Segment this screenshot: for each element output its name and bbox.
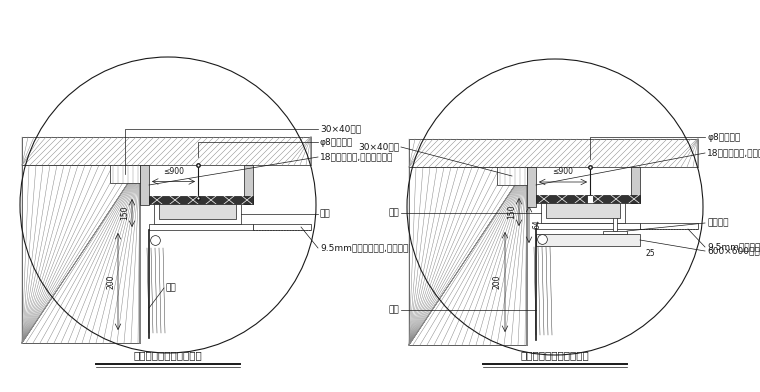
Text: 滑道: 滑道 — [388, 209, 399, 218]
Bar — [640, 223, 698, 229]
Bar — [244, 165, 253, 204]
Bar — [497, 167, 527, 185]
Bar — [22, 165, 140, 343]
Text: 600×600矿棉吸音板: 600×600矿棉吸音板 — [707, 247, 760, 256]
Text: 30×40木方: 30×40木方 — [358, 143, 399, 151]
Text: 200: 200 — [493, 275, 502, 289]
Bar — [631, 167, 640, 203]
Text: 64: 64 — [533, 220, 542, 229]
Bar — [149, 224, 253, 230]
Bar — [536, 195, 640, 203]
Bar — [140, 165, 149, 205]
Text: 150: 150 — [120, 206, 129, 220]
Text: 窗帘: 窗帘 — [166, 283, 177, 292]
Bar — [149, 196, 253, 204]
Bar — [110, 165, 140, 183]
Text: 18厚细木工板,防腐防火处理: 18厚细木工板,防腐防火处理 — [707, 149, 760, 158]
Bar — [404, 44, 720, 360]
Bar — [587, 195, 593, 207]
Bar — [536, 234, 640, 246]
Bar — [17, 42, 333, 358]
Text: 窗帘: 窗帘 — [388, 305, 399, 314]
Bar — [613, 203, 617, 231]
Text: 滑道: 滑道 — [320, 209, 331, 218]
Text: 石膏板吊顶窗帘盒剖面图: 石膏板吊顶窗帘盒剖面图 — [134, 350, 202, 360]
Text: φ8镀锌吊杆: φ8镀锌吊杆 — [320, 138, 353, 147]
Bar — [536, 223, 640, 229]
Text: ≤900: ≤900 — [163, 167, 184, 176]
Bar — [253, 224, 311, 230]
Bar — [603, 231, 627, 234]
Bar — [159, 204, 236, 219]
Bar — [409, 139, 698, 167]
Bar — [409, 167, 527, 345]
Text: 9.5mm厚石膏板吊顶,白色乳胶漆: 9.5mm厚石膏板吊顶,白色乳胶漆 — [320, 243, 413, 252]
Text: ≤900: ≤900 — [553, 167, 574, 176]
Bar — [22, 137, 311, 165]
Text: 200: 200 — [106, 274, 115, 289]
Bar — [527, 167, 536, 207]
Text: 9.5mm厚石膏板吊顶,白色乳胶漆: 9.5mm厚石膏板吊顶,白色乳胶漆 — [707, 243, 760, 252]
Text: 18厚细木工板,防腐防火处理: 18厚细木工板,防腐防火处理 — [320, 152, 394, 162]
Text: 25: 25 — [645, 249, 654, 258]
Text: 30×40木方: 30×40木方 — [320, 125, 361, 134]
Text: φ8镀锌吊杆: φ8镀锌吊杆 — [707, 132, 740, 142]
Text: 150: 150 — [507, 205, 516, 219]
Bar — [541, 203, 625, 223]
Bar — [154, 204, 241, 224]
Bar — [546, 203, 620, 218]
Text: 矿棉板吊顶窗帘盒剖面图: 矿棉板吊顶窗帘盒剖面图 — [521, 350, 589, 360]
Text: 轻钢龙骨: 轻钢龙骨 — [707, 218, 729, 227]
